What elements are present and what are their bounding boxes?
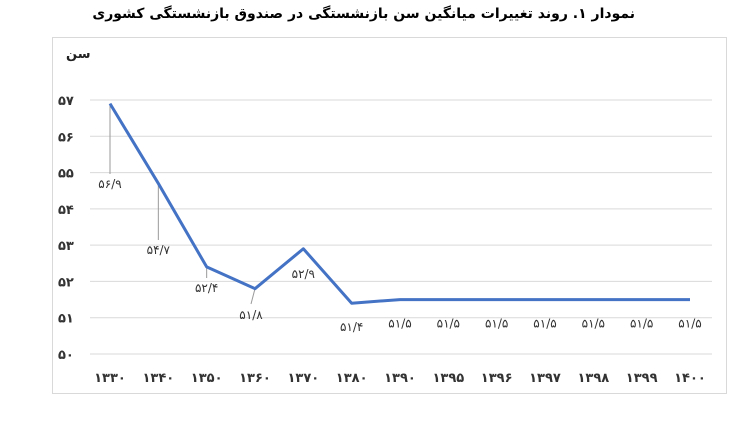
x-tick-label: ۱۳۴۰ [142,371,174,386]
x-tick-label: ۱۳۳۰ [94,371,126,386]
data-labels: ۵۶/۹ ۵۴/۷ ۵۲/۴ ۵۱/۸ ۵۲/۹ ۵۱/۴ ۵۱/۵ ۵۱/۵ ۵۱/۵ ۵۱/۵… [98,177,701,334]
data-label: ۵۱/۵ [533,317,556,331]
y-tick-label: ۵۴ [58,203,74,218]
y-axis-ticks: ۵۰ ۵۱ ۵۲ ۵۳ ۵۴ ۵۵ ۵۶ ۵۷ [58,94,74,363]
y-tick-label: ۵۰ [58,348,74,363]
y-tick-label: ۵۲ [58,275,74,290]
x-axis-ticks: ۱۳۳۰ ۱۳۴۰ ۱۳۵۰ ۱۳۶۰ ۱۳۷۰ ۱۳۸۰ ۱۳۹۰ ۱۳۹۵ ۱۳۹۶ ۱۳۹۷… [94,371,706,386]
x-tick-label: ۱۳۵۰ [191,371,223,386]
x-tick-label: ۱۳۹۸ [577,371,609,386]
leader-line [250,288,256,305]
x-tick-label: ۱۳۶۰ [239,371,271,386]
y-tick-label: ۵۱ [58,312,74,327]
data-label: ۵۱/۵ [388,317,411,331]
x-tick-label: ۱۳۹۷ [529,371,561,386]
data-label: ۵۱/۵ [678,317,701,331]
gridlines [90,99,712,355]
y-axis-label: سن [66,47,90,62]
data-label: ۵۱/۵ [485,317,508,331]
x-tick-label: ۱۳۷۰ [287,371,319,386]
y-tick-label: ۵۶ [58,130,74,145]
data-label: ۵۱/۸ [239,308,263,322]
data-label: ۵۱/۴ [340,320,363,334]
data-label: ۵۱/۵ [582,317,605,331]
series-line [108,102,690,305]
x-tick-label: ۱۳۹۰ [384,371,416,386]
x-tick-label: ۱۳۹۶ [481,371,513,386]
data-label: ۵۴/۷ [147,243,171,257]
x-tick-label: ۱۴۰۰ [674,371,706,386]
data-label: ۵۶/۹ [98,177,121,191]
data-label: ۵۲/۹ [292,267,315,281]
y-tick-label: ۵۳ [58,239,74,254]
data-label: ۵۱/۵ [630,317,653,331]
series-line-group [108,102,690,305]
data-label: ۵۲/۴ [195,281,218,295]
label-leader-lines [109,103,256,305]
data-label: ۵۱/۵ [437,317,460,331]
x-tick-label: ۱۳۸۰ [336,371,368,386]
x-tick-label: ۱۳۹۹ [626,371,658,386]
y-tick-label: ۵۵ [58,167,74,182]
chart-frame [52,37,727,394]
x-tick-label: ۱۳۹۵ [432,371,464,386]
y-tick-label: ۵۷ [58,94,74,109]
chart-title: نمودار ۱. روند تغییرات میانگین سن بازنشس… [92,6,635,22]
